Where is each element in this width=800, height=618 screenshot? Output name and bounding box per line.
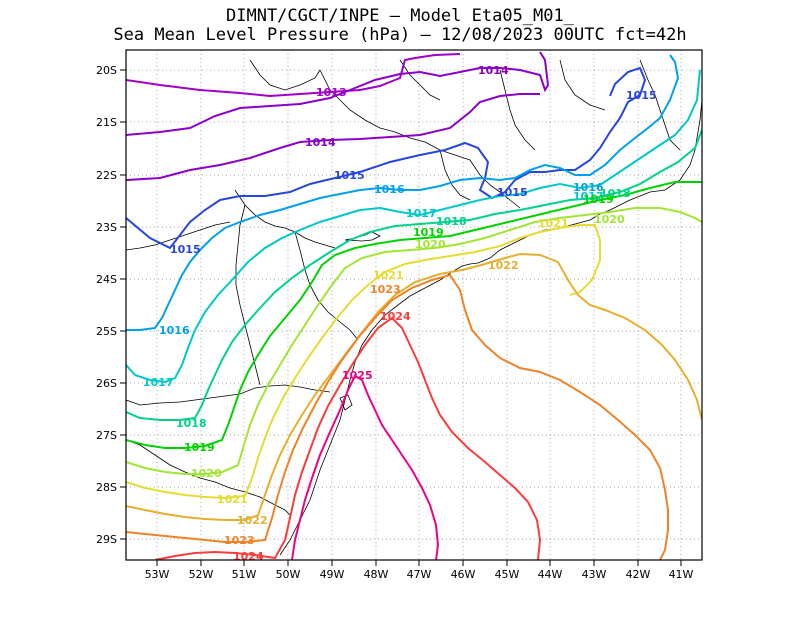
grid-lines xyxy=(126,50,702,560)
lat-tick-label: 20S xyxy=(96,64,117,77)
isobar-1017 xyxy=(126,69,701,384)
label-1020-b: 1020 xyxy=(594,213,625,226)
lat-tick-label: 26S xyxy=(96,377,117,390)
lon-tick-label: 49W xyxy=(320,568,345,581)
label-1015-d: 1015 xyxy=(170,243,201,256)
lon-tick-label: 42W xyxy=(626,568,651,581)
label-1019-b: 1019 xyxy=(583,193,614,206)
lon-tick-label: 50W xyxy=(276,568,301,581)
label-1017-a: 1017 xyxy=(406,207,437,220)
label-1019-c: 1019 xyxy=(184,441,215,454)
isobars xyxy=(126,51,702,560)
lon-tick-label: 45W xyxy=(495,568,520,581)
label-1021-c: 1021 xyxy=(217,493,248,506)
lat-tick-label: 27S xyxy=(96,429,117,442)
lon-tick-label: 43W xyxy=(582,568,607,581)
label-1023-b: 1023 xyxy=(224,534,255,547)
label-1018-b: 1018 xyxy=(600,187,631,200)
label-1022-b: 1022 xyxy=(237,514,268,527)
label-1015-a: 1015 xyxy=(626,89,657,102)
lon-tick-label: 44W xyxy=(538,568,563,581)
map-title-line-2: Sea Mean Level Pressure (hPa) — 12/08/20… xyxy=(113,25,687,45)
lat-tick-label: 24S xyxy=(96,273,117,286)
isobar-1025 xyxy=(291,374,440,560)
isobar-labels: 1013 1014 1014 1015 1015 1015 1015 1016 … xyxy=(143,64,657,563)
label-1019-a: 1019 xyxy=(413,226,444,239)
lat-tick-label: 21S xyxy=(96,116,117,129)
isobar-1021 xyxy=(126,224,601,500)
isobar-1019 xyxy=(126,181,702,449)
coastline-borders xyxy=(126,59,702,556)
label-1016-c: 1016 xyxy=(159,324,190,337)
label-1020-c: 1020 xyxy=(191,467,222,480)
label-1023-a: 1023 xyxy=(370,283,401,296)
lat-tick-label: 29S xyxy=(96,533,117,546)
axis-ticks xyxy=(120,69,682,566)
map-frame xyxy=(125,49,703,561)
isobar-1014-west xyxy=(126,93,540,181)
label-1025: 1025 xyxy=(342,369,373,382)
isobar-1016 xyxy=(126,54,680,331)
lat-tick-label: 28S xyxy=(96,481,117,494)
label-1015-c: 1015 xyxy=(497,186,528,199)
label-1015-b: 1015 xyxy=(334,169,365,182)
isobar-1020 xyxy=(126,207,702,475)
isobar-1023 xyxy=(126,273,669,560)
label-1016-a: 1016 xyxy=(374,183,405,196)
label-1021-b: 1021 xyxy=(538,217,569,230)
label-1021-a: 1021 xyxy=(373,269,404,282)
lat-tick-label: 23S xyxy=(96,221,117,234)
lon-tick-label: 51W xyxy=(232,568,257,581)
latitude-axis: 20S 21S 22S 23S 24S 25S 26S 27S 28S 29S xyxy=(96,64,117,546)
lon-tick-label: 47W xyxy=(407,568,432,581)
isobar-1018 xyxy=(126,129,702,421)
label-1013: 1013 xyxy=(316,86,347,99)
lon-tick-label: 52W xyxy=(189,568,214,581)
lon-tick-label: 41W xyxy=(669,568,694,581)
isobar-1014-south xyxy=(126,51,550,136)
isobar-1024 xyxy=(154,316,542,560)
lon-tick-label: 48W xyxy=(364,568,389,581)
label-1020-a: 1020 xyxy=(415,238,446,251)
label-1014-b: 1014 xyxy=(305,136,336,149)
label-1018-a: 1018 xyxy=(436,215,467,228)
lon-tick-label: 46W xyxy=(451,568,476,581)
map-title-line-1: DIMNT/CGCT/INPE — Model Eta05_M01_ xyxy=(226,6,574,26)
label-1018-c: 1018 xyxy=(176,417,207,430)
longitude-axis: 53W 52W 51W 50W 49W 48W 47W 46W 45W 44W … xyxy=(145,568,694,581)
lat-tick-label: 22S xyxy=(96,169,117,182)
isobar-1022 xyxy=(126,252,702,521)
lon-tick-label: 53W xyxy=(145,568,170,581)
lat-tick-label: 25S xyxy=(96,325,117,338)
label-1014-a: 1014 xyxy=(478,64,509,77)
label-1022-a: 1022 xyxy=(488,259,519,272)
label-1024-b: 1024 xyxy=(233,550,264,563)
label-1017-b: 1017 xyxy=(573,190,604,203)
label-1024-a: 1024 xyxy=(380,310,411,323)
label-1017-c: 1017 xyxy=(143,376,174,389)
label-1016-b: 1016 xyxy=(573,181,604,194)
